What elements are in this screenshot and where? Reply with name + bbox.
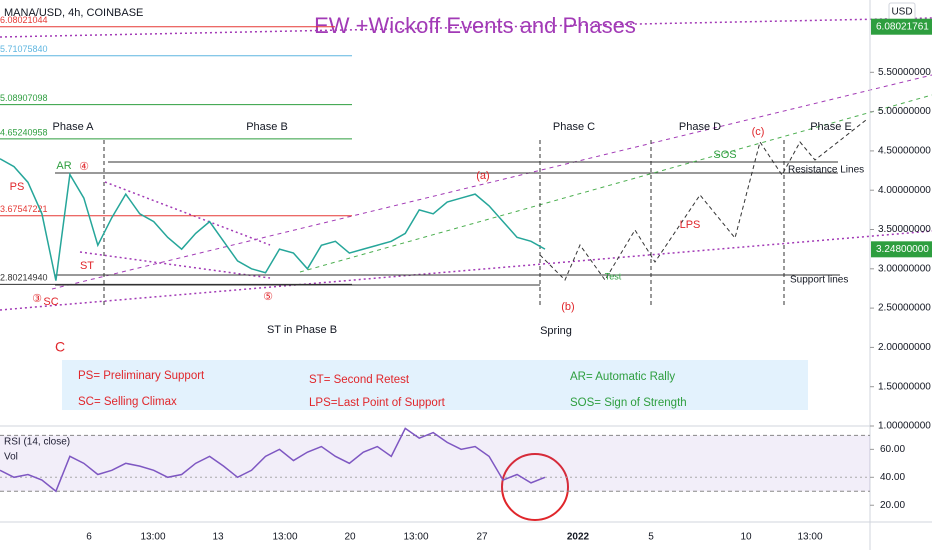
level-label: 6.08021044 [0, 15, 48, 25]
currency[interactable]: USD [891, 7, 912, 18]
y-tick-label: 2.00000000 [878, 342, 931, 353]
x-tick-label: 5 [648, 532, 654, 543]
y-tick-label: 4.00000000 [878, 185, 931, 196]
x-tick-label: 10 [740, 532, 752, 543]
x-tick-label: 2022 [567, 532, 590, 543]
y-tick-label: 3.00000000 [878, 263, 931, 274]
annotation: AR [56, 160, 71, 172]
y-tick-label: 1.50000000 [878, 381, 931, 392]
annotation: ST [80, 260, 94, 272]
annotation: SC [43, 296, 58, 308]
annotation: Test [605, 271, 622, 281]
price-label: 6.08021761 [876, 21, 929, 32]
annotation: (b) [561, 301, 574, 313]
y-tick-label: 4.50000000 [878, 146, 931, 157]
y-tick-label: 20.00 [880, 500, 905, 511]
level-label: 4.65240958 [0, 127, 48, 137]
annotation: Phase E [810, 121, 852, 133]
legend-text: AR= Automatic Rally [570, 371, 675, 383]
annotation: Spring [540, 325, 572, 337]
annotation: Phase A [53, 121, 95, 133]
annotation: (c) [752, 126, 765, 138]
x-tick-label: 13:00 [797, 532, 822, 543]
annotation: SOS [713, 149, 736, 161]
annotation: ④ [79, 161, 89, 173]
legend-text: SOS= Sign of Strength [570, 397, 687, 409]
annotation: Phase B [246, 121, 288, 133]
annotation: Phase C [553, 121, 595, 133]
annotation: Resistance Lines [788, 165, 864, 176]
x-tick-label: 13:00 [403, 532, 428, 543]
annotation: C [55, 339, 65, 355]
x-tick-label: 6 [86, 532, 92, 543]
y-tick-label: 5.50000000 [878, 67, 931, 78]
annotation: Support lines [790, 275, 848, 286]
rsi-band [0, 435, 870, 492]
y-tick-label: 2.50000000 [878, 303, 931, 314]
x-tick-label: 13:00 [272, 532, 297, 543]
annotation: ③ [32, 293, 42, 305]
annotation: Phase D [679, 121, 721, 133]
symbol: MANA/USD, 4h, COINBASE [4, 7, 143, 19]
rsi-title: RSI (14, close) [4, 437, 70, 448]
x-tick-label: 13:00 [140, 532, 165, 543]
line [0, 158, 546, 281]
level-label: 5.71075840 [0, 44, 48, 54]
legend-text: PS= Preliminary Support [78, 370, 205, 382]
legend-text: SC= Selling Climax [78, 396, 177, 408]
y-tick-label: 1.00000000 [878, 421, 931, 432]
level-label: 2.80214940 [0, 273, 48, 283]
annotation: (a) [476, 170, 489, 182]
y-tick-label: 60.00 [880, 444, 905, 455]
annotation: ST in Phase B [267, 324, 337, 336]
x-tick-label: 13 [212, 532, 224, 543]
x-tick-label: 20 [344, 532, 356, 543]
legend-text: ST= Second Retest [309, 374, 410, 386]
annotation: ⑤ [263, 291, 273, 303]
annotation: LPS [680, 219, 701, 231]
annotation: PS [10, 181, 25, 193]
x-tick-label: 27 [476, 532, 488, 543]
legend-text: LPS=Last Point of Support [309, 397, 446, 409]
line [0, 427, 546, 493]
price-label: 3.24800000 [876, 244, 929, 255]
vol-label: Vol [4, 452, 18, 463]
level-label: 3.67547221 [0, 204, 48, 214]
y-tick-label: 3.50000000 [878, 224, 931, 235]
title: EW +Wickoff Events and Phases [314, 13, 636, 38]
y-tick-label: 5.00000000 [878, 106, 931, 117]
level-label: 5.08907098 [0, 93, 48, 103]
y-tick-label: 40.00 [880, 472, 905, 483]
price-label-box [871, 241, 932, 258]
price-label-box [871, 18, 932, 35]
